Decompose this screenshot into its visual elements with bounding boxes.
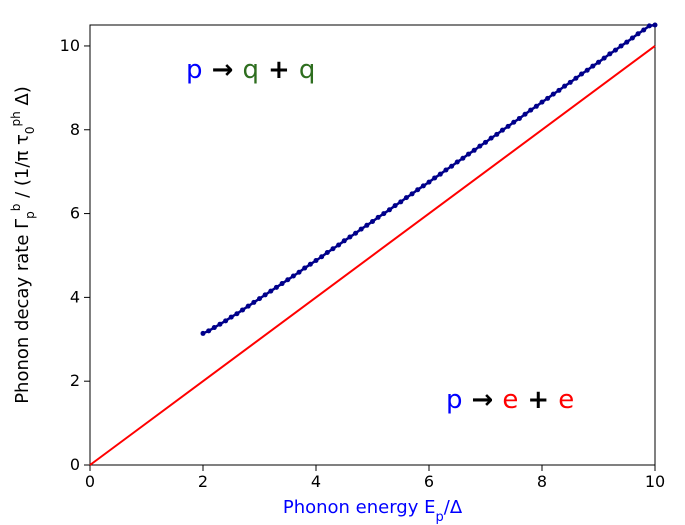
y-tick-label: 8 xyxy=(70,120,80,139)
series-p_to_qq-marker xyxy=(449,164,454,169)
series-p_to_qq-marker xyxy=(268,289,273,294)
series-p_to_qq-marker xyxy=(528,108,533,113)
series-p_to_qq-marker xyxy=(483,140,488,145)
series-p_to_qq-marker xyxy=(234,311,239,316)
series-p_to_qq-marker xyxy=(466,152,471,157)
series-p_to_qq-marker xyxy=(404,195,409,200)
series-p_to_qq-marker xyxy=(257,296,262,301)
series-p_to_qq-marker xyxy=(523,112,528,117)
series-p_to_qq-marker xyxy=(325,250,330,255)
series-p_to_qq-marker xyxy=(460,156,465,161)
series-p_to_qq-marker xyxy=(647,23,652,28)
series-p_to_qq-marker xyxy=(653,23,658,28)
series-p_to_qq-marker xyxy=(398,199,403,204)
series-p_to_qq-marker xyxy=(432,175,437,180)
series-p_to_qq-marker xyxy=(590,64,595,69)
series-p_to_qq-marker xyxy=(534,104,539,109)
series-p_to_qq-marker xyxy=(342,238,347,243)
series-p_to_qq-marker xyxy=(517,116,522,121)
series-p_to_qq-marker xyxy=(607,51,612,56)
chart-root: 02468100246810Phonon energy Ep/ΔPhonon d… xyxy=(0,0,685,525)
series-p_to_qq-marker xyxy=(562,84,567,89)
series-p_to_qq-marker xyxy=(472,148,477,153)
x-tick-label: 2 xyxy=(198,472,208,491)
series-p_to_qq-marker xyxy=(201,331,206,336)
series-p_to_qq-marker xyxy=(274,285,279,290)
series-p_to_qq-marker xyxy=(641,28,646,33)
series-p_to_qq-marker xyxy=(438,172,443,177)
x-tick-label: 0 xyxy=(85,472,95,491)
series-p_to_qq-marker xyxy=(511,120,516,125)
series-p_to_qq-marker xyxy=(630,35,635,40)
series-p_to_qq-marker xyxy=(291,274,296,279)
x-tick-label: 10 xyxy=(645,472,665,491)
series-p_to_qq-marker xyxy=(636,31,641,36)
annotation-ann_qq: p → q + q xyxy=(186,55,315,85)
y-tick-label: 4 xyxy=(70,287,80,306)
series-p_to_qq-marker xyxy=(556,88,561,93)
series-p_to_qq-marker xyxy=(308,262,313,267)
series-p_to_qq-marker xyxy=(619,43,624,48)
series-p_to_qq-marker xyxy=(353,231,358,236)
annotation-ann_ee: p → e + e xyxy=(446,385,574,415)
series-p_to_qq-marker xyxy=(381,211,386,216)
series-p_to_qq-marker xyxy=(387,207,392,212)
series-p_to_qq-marker xyxy=(596,60,601,65)
series-p_to_qq-marker xyxy=(602,56,607,61)
series-p_to_qq-marker xyxy=(410,191,415,196)
series-p_to_qq-marker xyxy=(330,246,335,251)
series-p_to_qq-marker xyxy=(393,203,398,208)
series-p_to_qq-marker xyxy=(573,76,578,81)
series-p_to_qq-marker xyxy=(455,160,460,165)
series-p_to_qq-marker xyxy=(336,243,341,248)
series-p_to_qq-marker xyxy=(477,144,482,149)
series-p_to_qq-marker xyxy=(246,304,251,309)
series-p_to_qq-marker xyxy=(624,40,629,45)
series-p_to_qq-marker xyxy=(540,100,545,105)
x-tick-label: 6 xyxy=(424,472,434,491)
x-tick-label: 8 xyxy=(537,472,547,491)
series-p_to_qq-marker xyxy=(223,318,228,323)
series-p_to_qq-marker xyxy=(302,266,307,271)
series-p_to_qq-marker xyxy=(319,254,324,259)
series-p_to_qq-marker xyxy=(421,183,426,188)
y-tick-label: 10 xyxy=(60,36,80,55)
series-p_to_qq-marker xyxy=(240,307,245,312)
series-p_to_qq-marker xyxy=(613,48,618,53)
series-p_to_qq-marker xyxy=(251,300,256,305)
series-p_to_qq-marker xyxy=(314,258,319,263)
series-p_to_qq-marker xyxy=(568,80,573,85)
series-p_to_qq-marker xyxy=(585,68,590,73)
x-tick-label: 4 xyxy=(311,472,321,491)
series-p_to_qq-marker xyxy=(551,92,556,97)
series-p_to_qq-marker xyxy=(364,223,369,228)
series-p_to_qq-marker xyxy=(212,325,217,330)
series-p_to_qq-marker xyxy=(359,227,364,232)
series-p_to_qq-marker xyxy=(500,128,505,133)
series-p_to_qq-marker xyxy=(280,281,285,286)
series-p_to_qq-marker xyxy=(347,235,352,240)
series-p_to_qq-marker xyxy=(376,215,381,220)
series-p_to_qq-marker xyxy=(489,136,494,141)
series-p_to_qq-marker xyxy=(545,96,550,101)
chart-svg: 02468100246810Phonon energy Ep/ΔPhonon d… xyxy=(0,0,685,525)
series-p_to_qq-marker xyxy=(206,328,211,333)
series-p_to_qq-marker xyxy=(443,167,448,172)
series-p_to_qq-marker xyxy=(217,322,222,327)
series-p_to_qq-marker xyxy=(506,124,511,129)
series-p_to_qq-marker xyxy=(579,72,584,77)
y-tick-label: 2 xyxy=(70,371,80,390)
series-p_to_qq-marker xyxy=(494,132,499,137)
series-p_to_qq-marker xyxy=(285,277,290,282)
series-p_to_qq-marker xyxy=(297,270,302,275)
y-tick-label: 0 xyxy=(70,455,80,474)
series-p_to_qq-marker xyxy=(370,219,375,224)
series-p_to_qq-marker xyxy=(263,292,268,297)
series-p_to_qq-marker xyxy=(415,187,420,192)
series-p_to_qq-marker xyxy=(229,315,234,320)
y-tick-label: 6 xyxy=(70,204,80,223)
series-p_to_qq-marker xyxy=(427,180,432,185)
